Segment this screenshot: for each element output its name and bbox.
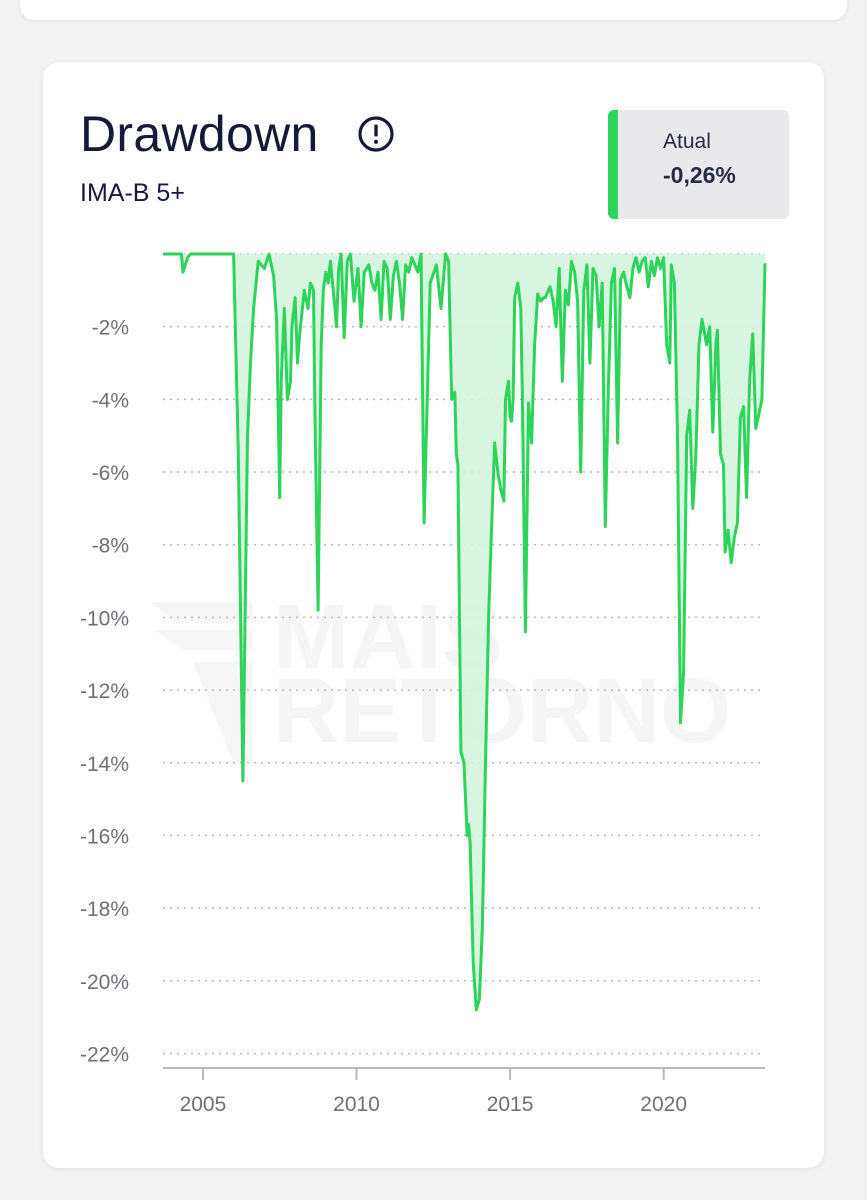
y-tick-label: -6% <box>92 462 129 485</box>
x-tick-label: 2020 <box>640 1093 687 1116</box>
card-subtitle: IMA-B 5+ <box>80 179 185 207</box>
current-drawdown-box: Atual -0,26% <box>608 110 789 219</box>
current-value: -0,26% <box>663 162 736 188</box>
y-tick-label: -16% <box>80 825 129 848</box>
drawdown-card: Drawdown IMA-B 5+ Atual -0,26% MAIS RETO… <box>43 62 824 1168</box>
y-tick-label: -12% <box>80 680 129 703</box>
x-tick-label: 2015 <box>487 1093 534 1116</box>
current-label: Atual <box>663 130 711 153</box>
x-axis: 2005 2010 2015 2020 <box>163 1067 765 1116</box>
y-tick-label: -20% <box>80 971 129 994</box>
x-tick-label: 2010 <box>333 1093 380 1116</box>
x-tick-label: 2005 <box>180 1093 227 1116</box>
y-tick-label: -14% <box>80 753 129 776</box>
y-tick-label: -4% <box>92 389 129 412</box>
y-tick-label: -22% <box>80 1043 129 1066</box>
y-tick-label: -2% <box>92 317 129 340</box>
drawdown-chart: MAIS RETORNO -2% -4% -6% -8% -10% -12% -14% -16… <box>80 252 767 1116</box>
y-axis: -2% -4% -6% -8% -10% -12% -14% -16% -18% -20% -22% <box>80 317 129 1067</box>
card-title: Drawdown <box>80 106 319 162</box>
y-tick-label: -18% <box>80 898 129 921</box>
drawdown-line <box>163 252 767 1012</box>
info-icon[interactable] <box>357 115 395 153</box>
current-accent-bar <box>608 110 618 219</box>
watermark-line-2: RETORNO <box>273 660 731 762</box>
drawdown-area <box>163 254 765 1010</box>
y-tick-label: -10% <box>80 607 129 630</box>
previous-card-edge <box>20 0 847 20</box>
y-tick-label: -8% <box>92 535 129 558</box>
watermark-logo: MAIS RETORNO <box>151 586 731 762</box>
